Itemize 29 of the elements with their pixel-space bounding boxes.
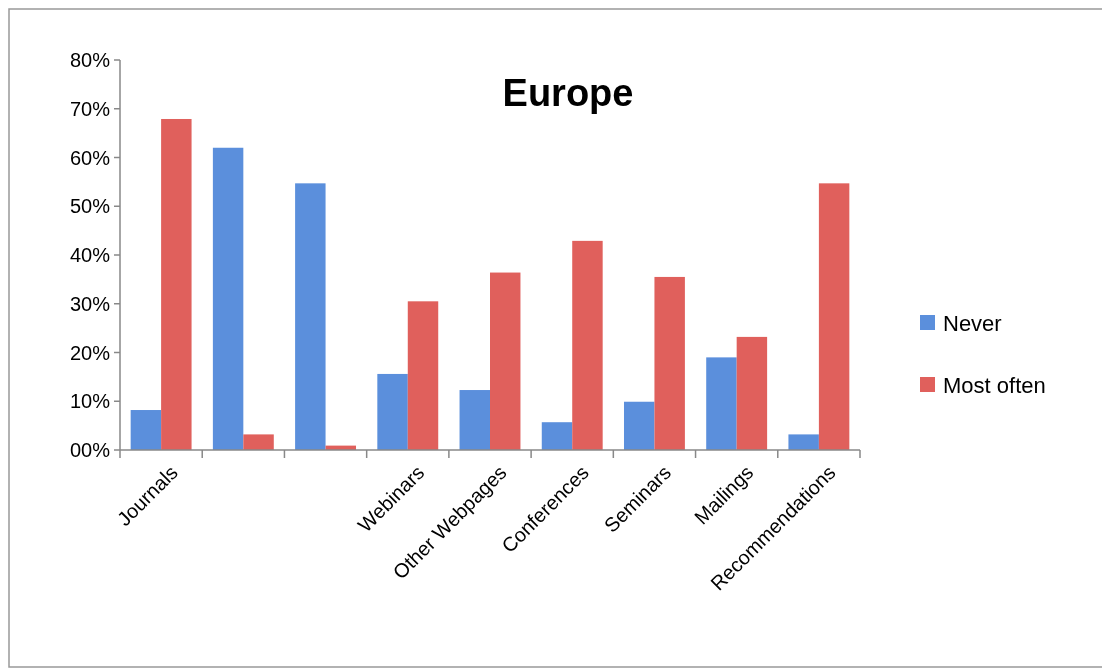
legend-label: Most often bbox=[943, 372, 1046, 398]
legend-label: Never bbox=[943, 310, 1002, 336]
bar bbox=[459, 390, 490, 450]
bar bbox=[623, 401, 655, 450]
bar bbox=[377, 373, 408, 450]
y-tick-label: 40% bbox=[69, 244, 111, 266]
y-tick-label: 20% bbox=[69, 341, 111, 364]
chart-title: Europe bbox=[502, 72, 634, 114]
bar bbox=[736, 336, 768, 450]
y-tick-label: 60% bbox=[69, 146, 111, 169]
y-tick-label: 50% bbox=[69, 195, 111, 218]
bar bbox=[788, 434, 819, 450]
bar bbox=[572, 240, 603, 450]
bar bbox=[130, 410, 162, 450]
bar bbox=[818, 183, 850, 450]
y-tick-label: 30% bbox=[69, 292, 111, 315]
bar bbox=[243, 434, 274, 450]
bar bbox=[541, 422, 573, 450]
y-tick-label: 80% bbox=[69, 49, 111, 71]
bar bbox=[407, 301, 439, 450]
bar bbox=[295, 183, 326, 450]
bar bbox=[654, 276, 685, 450]
bar bbox=[161, 118, 192, 450]
bar bbox=[212, 147, 244, 450]
y-tick-label: 70% bbox=[69, 97, 111, 120]
bar bbox=[490, 272, 521, 450]
y-tick-label: 00% bbox=[69, 439, 111, 461]
y-tick-label: 10% bbox=[69, 390, 111, 413]
bar bbox=[706, 357, 737, 450]
